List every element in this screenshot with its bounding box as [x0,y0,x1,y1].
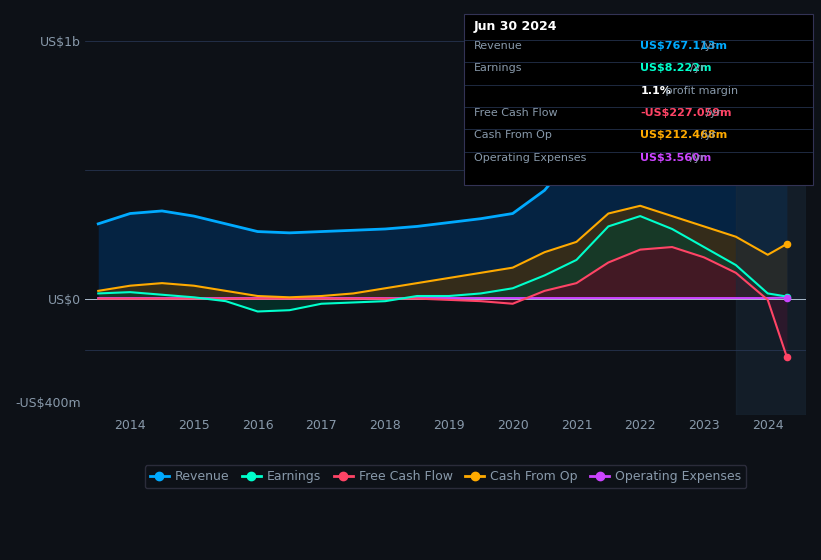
Text: Jun 30 2024: Jun 30 2024 [474,20,557,32]
Text: Cash From Op: Cash From Op [474,130,552,141]
Point [780,96,793,105]
Bar [736,15,806,414]
Text: /yr: /yr [701,130,716,141]
Text: Operating Expenses: Operating Expenses [474,153,586,163]
Text: /yr: /yr [701,41,716,51]
Text: US$767.113m: US$767.113m [640,41,727,51]
Text: /yr: /yr [706,108,722,118]
Point [780,292,793,301]
Text: /yr: /yr [690,63,705,73]
Text: /yr: /yr [690,153,705,163]
Text: Free Cash Flow: Free Cash Flow [474,108,557,118]
Point [780,240,793,249]
Text: US$3.560m: US$3.560m [640,153,712,163]
Text: US$212.468m: US$212.468m [640,130,727,141]
Text: Earnings: Earnings [474,63,522,73]
Text: 1.1%: 1.1% [640,86,672,96]
Text: US$8.222m: US$8.222m [640,63,712,73]
Legend: Revenue, Earnings, Free Cash Flow, Cash From Op, Operating Expenses: Revenue, Earnings, Free Cash Flow, Cash … [145,465,746,488]
Point [780,353,793,362]
Text: Revenue: Revenue [474,41,522,51]
Point [780,293,793,302]
Text: -US$227.059m: -US$227.059m [640,108,732,118]
Text: profit margin: profit margin [663,86,739,96]
